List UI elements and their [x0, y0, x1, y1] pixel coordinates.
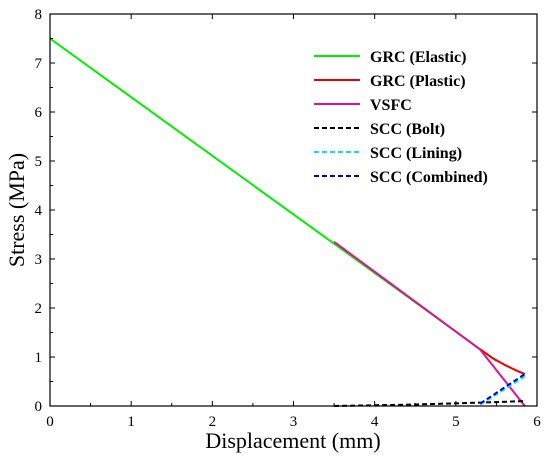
legend-label: GRC (Plastic) — [370, 73, 466, 90]
y-tick-label: 1 — [35, 350, 43, 366]
y-tick-label: 7 — [35, 56, 43, 72]
x-tick-label: 3 — [290, 414, 298, 430]
plot-area — [49, 37, 526, 407]
y-tick-label: 8 — [35, 7, 43, 23]
y-tick-label: 0 — [35, 399, 43, 415]
y-tick-label: 2 — [35, 301, 43, 317]
x-axis-title: Displacement (mm) — [205, 428, 380, 453]
legend-label: GRC (Elastic) — [370, 49, 466, 66]
legend: GRC (Elastic) GRC (Plastic) VSFC SCC (Bolt)… — [314, 49, 488, 186]
series-line-vsfc — [333, 240, 526, 407]
legend-label: SCC (Lining) — [370, 145, 462, 162]
series-line-scc-combined — [479, 373, 526, 405]
x-tick-label: 4 — [371, 414, 379, 430]
legend-label: VSFC — [370, 97, 412, 114]
series-line-scc-lining — [479, 375, 526, 406]
axes: 0 1 2 3 4 5 6 0 1 2 3 4 5 6 7 8 — [35, 7, 542, 430]
legend-label: SCC (Combined) — [370, 169, 488, 186]
y-tick-label: 6 — [35, 105, 43, 121]
x-tick-label: 1 — [127, 414, 135, 430]
x-tick-label: 6 — [533, 414, 541, 430]
x-tick-label: 0 — [46, 414, 54, 430]
y-tick-label: 3 — [35, 252, 43, 268]
y-axis-title: Stress (MPa) — [4, 153, 29, 267]
y-tick-label: 4 — [35, 203, 43, 219]
x-tick-label: 5 — [452, 414, 460, 430]
legend-label: SCC (Bolt) — [370, 121, 445, 138]
series-line-grc-plastic — [479, 348, 526, 376]
x-tick-label: 2 — [209, 414, 217, 430]
y-tick-label: 5 — [35, 154, 43, 170]
